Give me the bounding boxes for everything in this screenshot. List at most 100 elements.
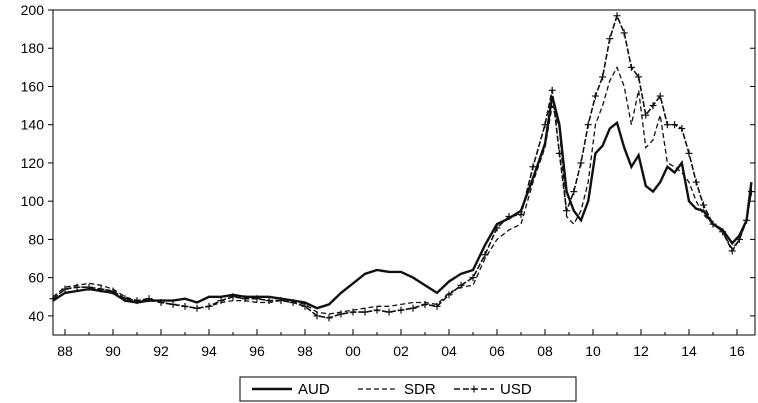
- y-tick-label: 120: [21, 155, 45, 171]
- series-usd-point: [671, 121, 679, 129]
- series-usd-point: [421, 300, 429, 308]
- y-tick-label: 160: [21, 78, 45, 94]
- series-usd-point: [548, 86, 556, 94]
- series-usd-point: [642, 111, 650, 119]
- series-usd-point: [692, 178, 700, 186]
- series-usd-point: [541, 121, 549, 129]
- series-usd-point: [635, 73, 643, 81]
- series-usd-point: [409, 304, 417, 312]
- x-tick-label: 16: [729, 343, 745, 359]
- y-tick-label: 80: [28, 231, 44, 247]
- x-tick-label: 00: [345, 343, 361, 359]
- series-usd-point: [649, 102, 657, 110]
- x-axis: 88 90 92 94 96 98 00 02 04 06 08 10 12 14 16: [57, 329, 745, 359]
- series-usd-point: [656, 92, 664, 100]
- series-usd-point: [301, 302, 309, 310]
- series-usd-point: [337, 310, 345, 318]
- series-usd-point: [349, 308, 357, 316]
- x-tick-label: 08: [537, 343, 553, 359]
- series-usd-point: [133, 297, 141, 305]
- series-usd-point: [591, 92, 599, 100]
- series-usd-point: [253, 295, 261, 303]
- y-tick-label: 40: [28, 308, 44, 324]
- series-usd-point: [563, 207, 571, 215]
- legend-label-sdr: SDR: [404, 381, 436, 398]
- series-usd-point: [277, 297, 285, 305]
- series-usd-point: [193, 304, 201, 312]
- series-usd-point: [481, 251, 489, 259]
- series-usd-point: [606, 35, 614, 43]
- series-usd-point: [620, 29, 628, 37]
- series-usd-point: [157, 299, 165, 306]
- x-tick-label: 96: [249, 343, 265, 359]
- series-usd-point: [97, 285, 105, 293]
- x-tick-label: 02: [393, 343, 409, 359]
- series-usd-point: [457, 281, 465, 289]
- series-usd-point: [584, 121, 592, 129]
- plot-border: [52, 9, 756, 336]
- series-usd-point: [663, 121, 671, 129]
- y-tick-label: 200: [21, 2, 45, 18]
- legend-label-aud: AUD: [298, 381, 330, 398]
- series-usd-point: [265, 297, 273, 305]
- series-usd-point: [493, 224, 501, 232]
- series-usd-point: [181, 302, 189, 310]
- series-usd-point: [529, 163, 537, 171]
- series-usd-point: [229, 293, 237, 301]
- series-usd-point: [627, 63, 635, 71]
- series-usd-line: [52, 13, 753, 319]
- series-usd-point: [205, 302, 213, 310]
- x-tick-label: 88: [57, 343, 73, 359]
- y-tick-label: 100: [21, 193, 45, 209]
- series-usd-point: [555, 149, 563, 157]
- series-usd-point: [61, 285, 69, 293]
- y-axis: 40 60 80 100 120 140 160 180 200: [21, 2, 755, 324]
- series-usd-point: [505, 212, 513, 220]
- x-tick-label: 12: [633, 343, 649, 359]
- legend: AUD SDR USD: [239, 376, 577, 402]
- series-usd-point: [313, 312, 321, 320]
- x-tick-label: 94: [201, 343, 217, 359]
- series-usd-point: [517, 211, 525, 219]
- x-tick-label: 06: [489, 343, 505, 359]
- series-usd-point: [735, 235, 743, 243]
- x-tick-label: 14: [681, 343, 697, 359]
- series-usd-point: [747, 188, 755, 196]
- series-usd-point: [121, 295, 129, 303]
- series-aud-line: [52, 95, 753, 310]
- series-usd-point: [241, 295, 249, 303]
- series-usd-point: [289, 299, 297, 306]
- series-usd-point: [385, 308, 393, 316]
- series-usd-point: [678, 125, 686, 133]
- series-usd-point: [685, 149, 693, 157]
- series-usd-point: [599, 73, 607, 81]
- series-usd-point: [709, 220, 717, 228]
- y-tick-label: 140: [21, 117, 45, 133]
- series-usd-point: [469, 274, 477, 282]
- y-tick-label: 180: [21, 40, 45, 56]
- series-layer: [49, 12, 755, 322]
- series-usd-point: [85, 283, 93, 291]
- x-tick-label: 04: [441, 343, 457, 359]
- series-usd-point: [397, 306, 405, 314]
- series-usd-point: [570, 188, 578, 196]
- series-usd-point: [145, 295, 153, 303]
- x-tick-label: 90: [105, 343, 121, 359]
- x-tick-label: 92: [153, 343, 169, 359]
- series-usd-point: [73, 283, 81, 291]
- series-usd-point: [719, 228, 727, 236]
- series-usd-point: [217, 297, 225, 305]
- plot-frame: [52, 9, 756, 336]
- series-usd-point: [743, 216, 751, 224]
- series-usd-point: [49, 295, 57, 303]
- series-usd-point: [577, 159, 585, 167]
- series-usd-point: [699, 201, 707, 209]
- legend-box: [239, 376, 577, 402]
- x-tick-label: 98: [297, 343, 313, 359]
- series-usd-point: [109, 287, 117, 295]
- legend-label-usd: USD: [500, 381, 532, 398]
- y-tick-label: 60: [28, 270, 44, 286]
- series-usd-point: [613, 12, 621, 20]
- series-usd-point: [728, 247, 736, 255]
